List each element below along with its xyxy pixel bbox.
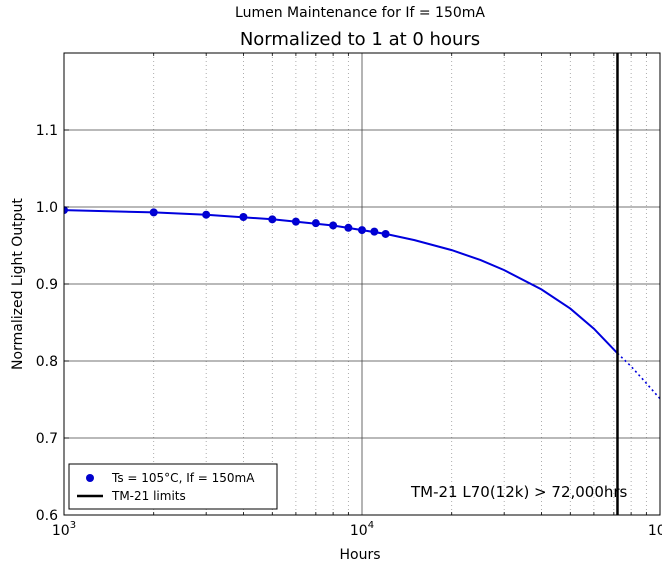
y-tick-label: 1.0	[36, 200, 58, 216]
y-tick-label: 0.6	[36, 508, 58, 524]
grid	[63, 53, 661, 516]
x-tick-label: 105	[648, 520, 662, 539]
legend-marker-scatter	[86, 474, 94, 482]
y-axis-label: Normalized Light Output	[10, 198, 26, 370]
y-tick-label: 0.8	[36, 354, 58, 370]
legend: Ts = 105°C, If = 150mA TM-21 limits	[68, 463, 278, 510]
ticks: 1031041050.60.70.80.91.01.1	[36, 53, 662, 539]
y-tick-label: 1.1	[36, 123, 58, 139]
extrapolation-curve	[616, 352, 660, 400]
plot-area	[64, 53, 660, 515]
y-tick-label: 0.9	[36, 277, 58, 293]
x-axis-label: Hours	[339, 547, 380, 563]
legend-label-scatter: Ts = 105°C, If = 150mA	[111, 471, 255, 485]
legend-box	[68, 463, 278, 510]
y-tick-label: 0.7	[36, 431, 58, 447]
legend-label-limits: TM-21 limits	[111, 489, 186, 503]
x-tick-label: 104	[350, 520, 374, 539]
tm21-annotation: TM-21 L70(12k) > 72,000hrs	[410, 483, 628, 501]
fit-curve	[64, 209, 619, 354]
chart-suptitle: Lumen Maintenance for If = 150mA	[235, 5, 485, 21]
chart-title: Normalized to 1 at 0 hours	[239, 29, 481, 50]
